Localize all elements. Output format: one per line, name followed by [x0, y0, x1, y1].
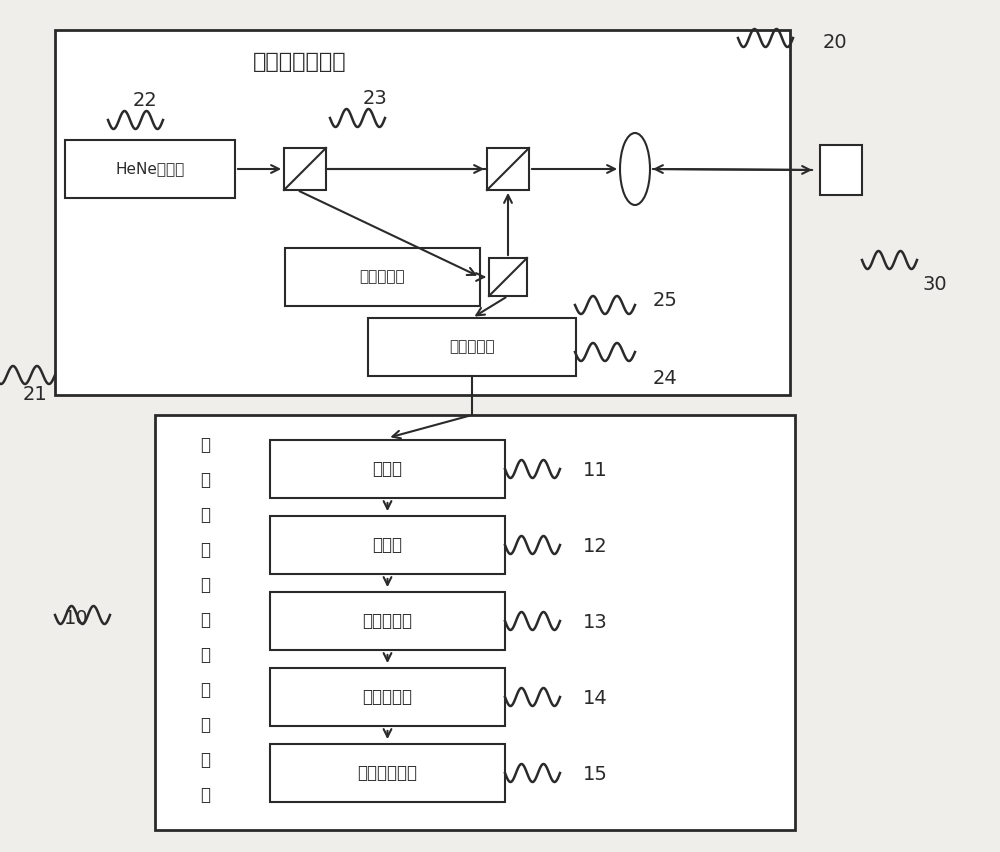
Text: 21: 21 [23, 385, 47, 405]
Text: 24: 24 [653, 369, 677, 388]
Bar [820, 145, 862, 195]
Text: 10: 10 [63, 608, 88, 628]
Text: 22: 22 [133, 90, 157, 110]
Bar [270, 744, 505, 802]
Text: 20: 20 [823, 32, 847, 51]
Text: 调: 调 [200, 716, 210, 734]
Text: 数据解算单元: 数据解算单元 [358, 764, 418, 782]
Text: 15: 15 [583, 765, 607, 785]
Bar [155, 415, 795, 830]
Text: 统: 统 [200, 786, 210, 804]
Bar [285, 248, 480, 306]
Bar [489, 258, 527, 296]
Bar [55, 30, 790, 395]
Text: 移相器: 移相器 [372, 460, 402, 478]
Text: 号: 号 [200, 646, 210, 664]
Bar [270, 592, 505, 650]
Text: 14: 14 [583, 689, 607, 709]
Text: 光电接收器: 光电接收器 [449, 339, 495, 354]
Bar [284, 148, 326, 190]
Text: 13: 13 [583, 613, 607, 632]
Bar [487, 148, 529, 190]
Text: 光: 光 [200, 541, 210, 559]
Text: 23: 23 [363, 89, 387, 107]
Text: 低通滤波器: 低通滤波器 [362, 612, 413, 630]
Bar [65, 140, 235, 198]
Text: 信: 信 [200, 611, 210, 629]
Ellipse shape [620, 133, 650, 205]
Text: 外差激光干涉仪: 外差激光干涉仪 [253, 52, 347, 72]
Text: 激: 激 [200, 506, 210, 524]
Text: HeNe激光器: HeNe激光器 [115, 162, 185, 176]
Text: 12: 12 [583, 538, 607, 556]
Bar [270, 516, 505, 574]
Bar [270, 440, 505, 498]
Bar [368, 318, 576, 376]
Text: 声光调制器: 声光调制器 [360, 269, 405, 285]
Text: 11: 11 [583, 462, 607, 481]
Bar [270, 668, 505, 726]
Text: 解: 解 [200, 681, 210, 699]
Text: 模数转换器: 模数转换器 [362, 688, 413, 706]
Text: 外: 外 [200, 436, 210, 454]
Text: 系: 系 [200, 751, 210, 769]
Text: 差: 差 [200, 471, 210, 489]
Text: 的: 的 [200, 576, 210, 594]
Text: 25: 25 [653, 291, 677, 309]
Text: 混频器: 混频器 [372, 536, 402, 554]
Text: 30: 30 [923, 275, 947, 295]
